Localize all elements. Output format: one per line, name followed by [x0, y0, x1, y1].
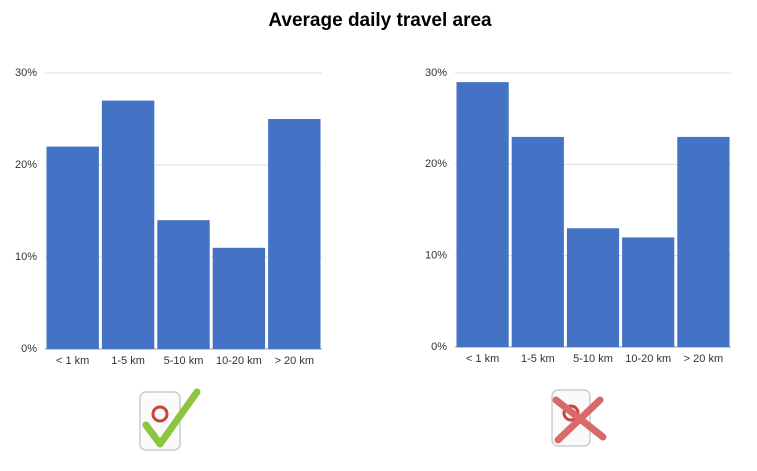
- x-tick-label: > 20 km: [275, 355, 314, 367]
- bar: [511, 136, 564, 347]
- y-tick-label: 0%: [431, 341, 447, 353]
- x-tick-label: < 1 km: [466, 353, 499, 365]
- x-tick-label: 10-20 km: [216, 355, 262, 367]
- page-title: Average daily travel area: [268, 10, 492, 31]
- x-tick-label: 1-5 km: [111, 355, 145, 367]
- y-tick-label: 10%: [15, 251, 37, 263]
- approved-icon: [139, 388, 201, 451]
- bar: [456, 82, 509, 347]
- y-tick-label: 30%: [425, 67, 447, 79]
- y-tick-label: 0%: [21, 343, 37, 355]
- bar: [46, 146, 99, 349]
- bar: [157, 220, 210, 349]
- rejected-icon: [551, 389, 607, 447]
- bar: [212, 247, 266, 349]
- y-tick-label: 20%: [15, 159, 37, 171]
- bar: [268, 119, 321, 349]
- bar: [622, 237, 675, 347]
- bar: [677, 136, 730, 347]
- y-tick-label: 10%: [425, 250, 447, 262]
- y-tick-label: 20%: [425, 158, 447, 170]
- y-tick-label: 30%: [15, 67, 37, 79]
- bar: [566, 228, 620, 347]
- x-tick-label: < 1 km: [56, 355, 89, 367]
- x-tick-label: 1-5 km: [521, 353, 555, 365]
- bar: [101, 100, 155, 349]
- x-tick-label: 5-10 km: [573, 353, 613, 365]
- x-tick-label: > 20 km: [684, 353, 723, 365]
- x-tick-label: 10-20 km: [625, 353, 671, 365]
- x-tick-label: 5-10 km: [164, 355, 204, 367]
